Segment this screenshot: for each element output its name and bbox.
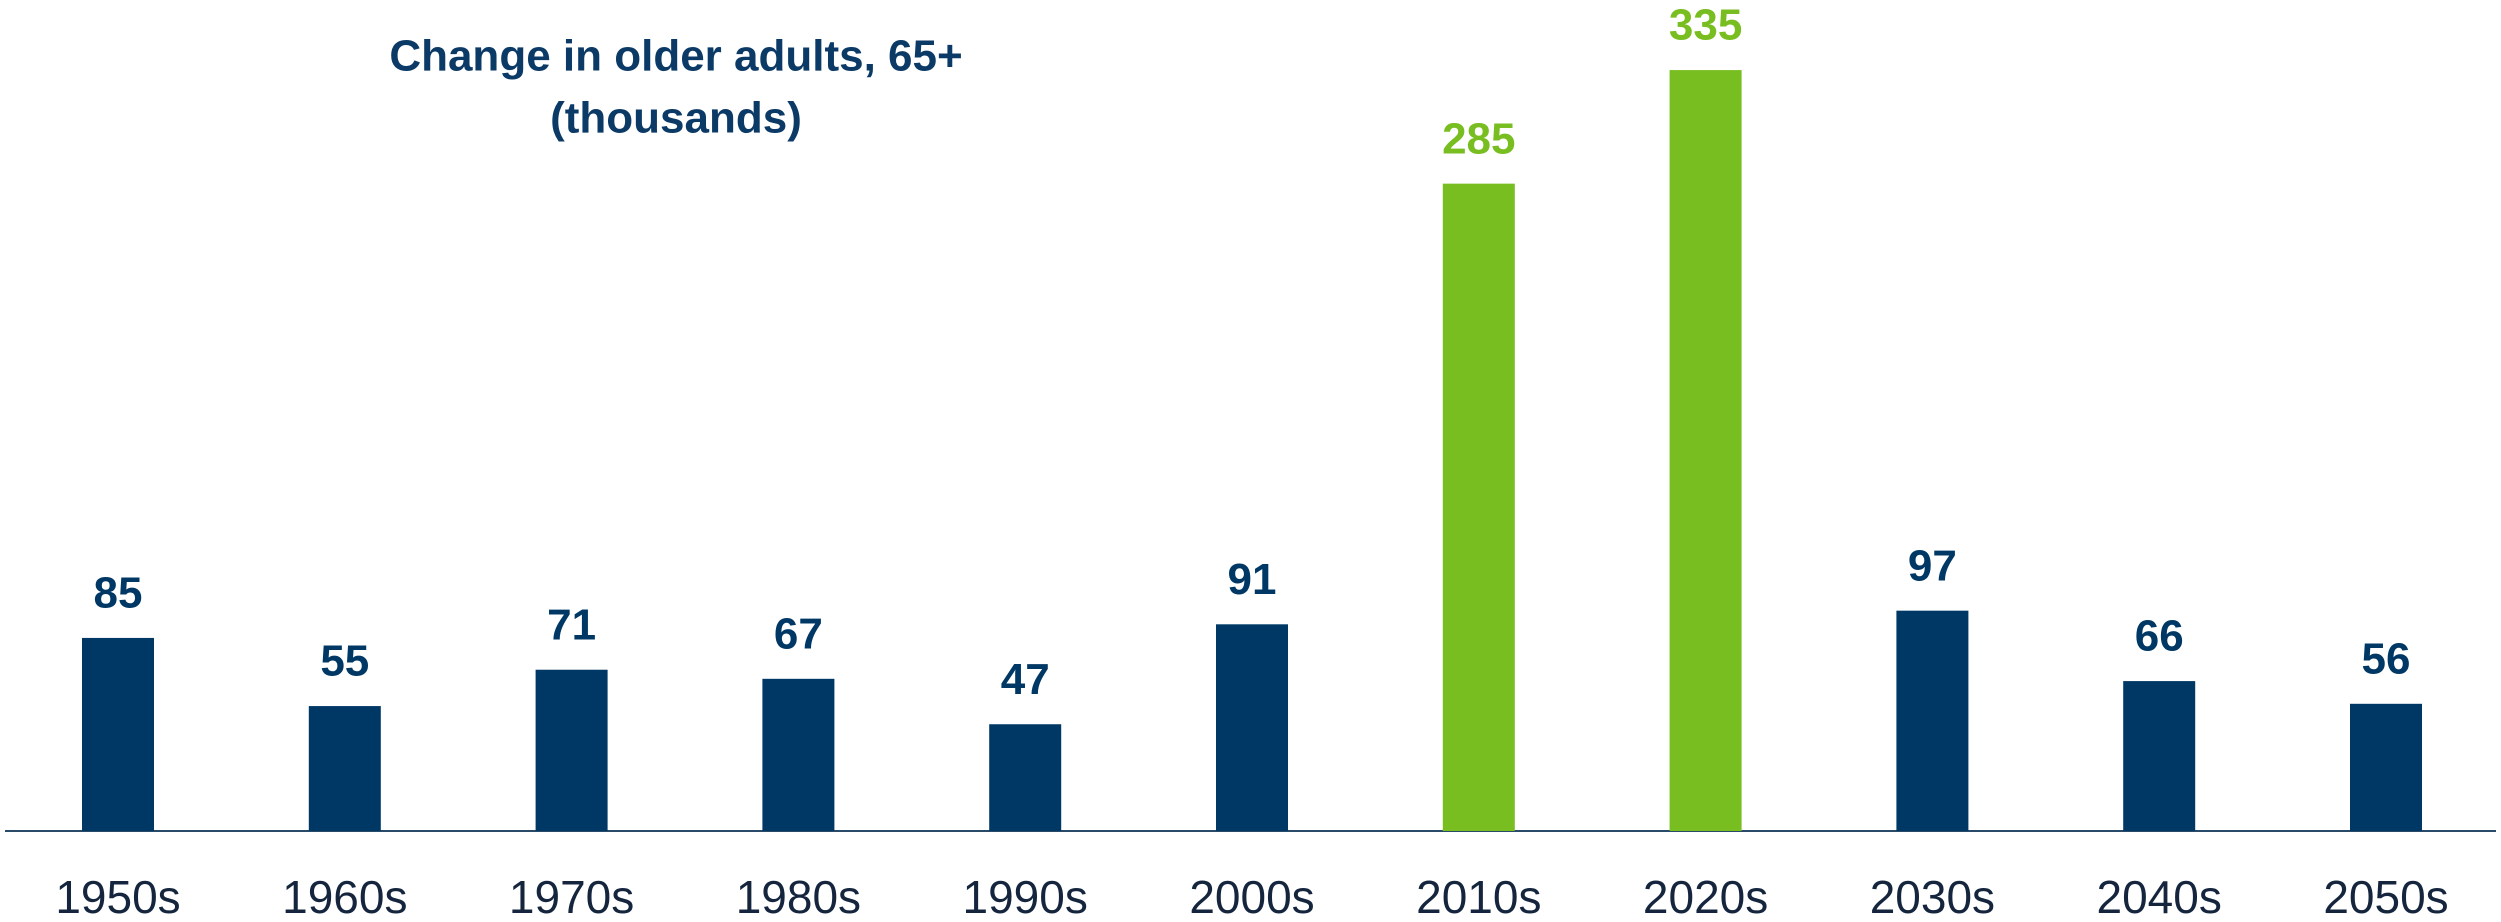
value-label: 67 <box>774 609 823 658</box>
bar <box>535 669 608 831</box>
value-label: 335 <box>1669 1 1742 50</box>
bar <box>1216 624 1288 831</box>
value-label: 55 <box>320 637 369 686</box>
x-tick-label: 1990s <box>963 871 1088 922</box>
value-label: 97 <box>1908 541 1957 590</box>
value-label: 56 <box>2362 634 2411 683</box>
bar <box>2123 681 2196 831</box>
x-tick-label: 2050s <box>2323 871 2448 922</box>
bar <box>762 678 835 831</box>
value-label: 91 <box>1228 555 1277 604</box>
bar <box>308 706 381 831</box>
value-label: 285 <box>1442 114 1515 163</box>
x-tick-label: 1960s <box>282 871 407 922</box>
bar <box>1669 70 1742 832</box>
x-tick-label: 2000s <box>1189 871 1314 922</box>
bar <box>1442 183 1515 832</box>
x-tick-label: 2020s <box>1643 871 1768 922</box>
x-tick-label: 1980s <box>736 871 861 922</box>
bar <box>1896 610 1969 831</box>
bar <box>82 637 154 831</box>
x-tick-label: 1970s <box>509 871 634 922</box>
bar <box>2350 703 2422 831</box>
bar <box>989 724 1062 831</box>
x-tick-label: 2040s <box>2097 871 2222 922</box>
chart-title: Change in older adults, 65+ <box>389 32 962 81</box>
value-label: 66 <box>2135 612 2184 661</box>
x-tick-label: 1950s <box>55 871 180 922</box>
value-label: 47 <box>1001 655 1050 704</box>
x-tick-label: 2010s <box>1416 871 1541 922</box>
chart-title: (thousands) <box>550 94 802 143</box>
x-tick-label: 2030s <box>1870 871 1995 922</box>
value-label: 71 <box>547 600 596 649</box>
value-label: 85 <box>94 569 143 618</box>
